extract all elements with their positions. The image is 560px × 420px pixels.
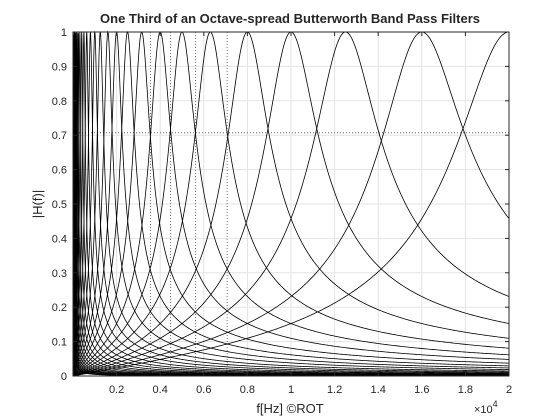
x-tick-label: 0.8: [240, 384, 255, 396]
y-tick-label: 0.2: [52, 302, 67, 314]
filter-curve: [72, 32, 510, 377]
filter-curve: [72, 31, 510, 377]
y-tick-label: 0.7: [52, 130, 67, 142]
filter-curve: [72, 31, 510, 377]
x-axis-exponent-power: 4: [493, 399, 498, 409]
x-axis-exponent-base: ×10: [474, 404, 493, 416]
y-tick-label: 0.9: [52, 61, 67, 73]
x-tick-label: 0.6: [196, 384, 211, 396]
y-tick-label: 0.4: [52, 233, 67, 245]
y-tick-label: 0: [61, 371, 67, 383]
filter-curve: [72, 31, 510, 377]
x-tick-label: 2: [506, 384, 512, 396]
filter-curve: [72, 31, 510, 377]
reference-lines: [73, 32, 509, 376]
x-axis-exponent: ×104: [474, 399, 498, 416]
x-tick-label: 1: [288, 384, 294, 396]
x-axis-ticks: 0.2 0.4 0.6 0.8 1 1.2 1.4 1.6 1.8 2: [109, 32, 512, 396]
filter-curve: [72, 31, 510, 377]
filter-curve: [72, 31, 510, 377]
x-tick-label: 1.2: [327, 384, 342, 396]
filter-curve: [72, 30, 510, 377]
x-tick-label: 1.8: [458, 384, 473, 396]
filter-curve: [72, 31, 510, 377]
x-axis-label: f[Hz] ©ROT: [256, 401, 323, 416]
filter-curve: [72, 31, 510, 377]
x-tick-label: 1.6: [414, 384, 429, 396]
filter-curve: [72, 31, 510, 377]
filter-curve: [72, 31, 510, 377]
filter-curve: [72, 31, 510, 377]
filter-curve: [72, 32, 510, 377]
y-tick-label: 1: [61, 27, 67, 39]
filter-curve: [72, 32, 510, 377]
chart-title: One Third of an Octave-spread Butterwort…: [100, 11, 480, 26]
filter-curve: [72, 30, 510, 377]
filter-curve: [72, 31, 510, 377]
filter-curve: [72, 32, 510, 377]
y-axis-label: |H(f)|: [30, 190, 45, 218]
y-tick-label: 0.8: [52, 96, 67, 108]
y-tick-label: 0.3: [52, 268, 67, 280]
x-tick-label: 0.4: [153, 384, 168, 396]
y-tick-label: 0.1: [52, 337, 67, 349]
x-tick-label: 1.4: [371, 384, 386, 396]
grid: [73, 32, 509, 376]
y-axis-ticks: 0 0.1 0.2 0.3 0.4 0.5 0.6 0.7 0.8 0.9 1: [52, 27, 509, 383]
y-tick-label: 0.6: [52, 165, 67, 177]
y-tick-label: 0.5: [52, 199, 67, 211]
filter-curve: [72, 31, 510, 377]
x-tick-label: 0.2: [109, 384, 124, 396]
